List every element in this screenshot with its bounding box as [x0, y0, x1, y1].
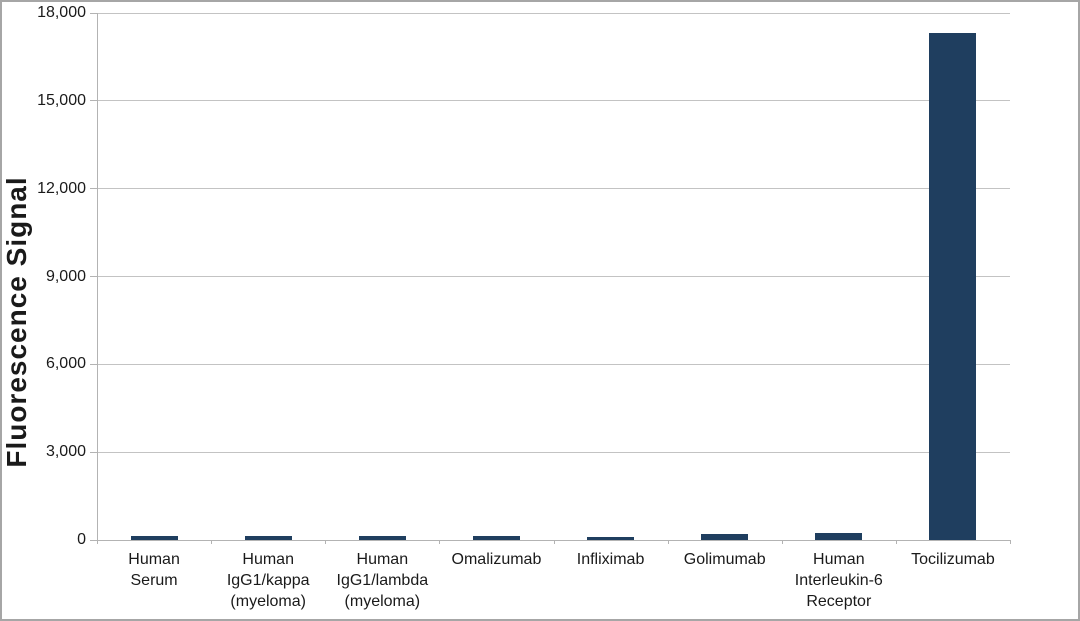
- y-tick-label: 12,000: [37, 179, 86, 197]
- x-category-label: Omalizumab: [451, 551, 542, 568]
- y-tick-label: 9,000: [45, 267, 86, 285]
- y-tick-mark: [90, 12, 97, 14]
- x-tick-mark: [325, 540, 327, 544]
- bar-1: [130, 536, 178, 540]
- x-tick-mark: [895, 540, 897, 544]
- bar-7: [815, 532, 863, 540]
- x-tick-mark: [97, 540, 98, 544]
- y-tick-label: 6,000: [45, 355, 86, 373]
- x-tick-mark: [1010, 540, 1011, 544]
- y-tick-label: 18,000: [37, 4, 86, 21]
- bar-8: [929, 33, 977, 540]
- x-category-label: Human IgG1/lambda (myeloma): [336, 551, 429, 610]
- y-tick-mark: [90, 276, 97, 277]
- gridline-6000: [97, 363, 1010, 365]
- bar-5: [587, 536, 635, 540]
- gridline-15000: [97, 100, 1010, 102]
- x-category-label: Golimumab: [683, 551, 766, 568]
- x-category-label: Human Serum: [128, 551, 180, 589]
- y-tick-mark: [90, 188, 97, 190]
- y-tick-label: 15,000: [37, 91, 86, 109]
- bar-6: [701, 533, 749, 540]
- bar-4: [472, 536, 520, 540]
- x-tick-mark: [211, 540, 213, 544]
- gridline-18000: [97, 12, 1010, 14]
- x-category-label: Tocilizumab: [911, 551, 995, 568]
- gridline-3000: [97, 451, 1010, 453]
- x-category-label: Infliximab: [576, 551, 645, 568]
- x-tick-mark: [781, 540, 783, 544]
- y-tick-label: 0: [77, 531, 86, 548]
- y-tick-mark: [90, 539, 97, 541]
- y-axis-title: Fluorescence Signal: [1, 176, 32, 468]
- x-category-label: Human IgG1/kappa (myeloma): [226, 551, 310, 610]
- bar-3: [358, 536, 406, 540]
- bar-2: [244, 535, 292, 540]
- x-tick-mark: [667, 540, 669, 544]
- y-tick-mark: [90, 451, 97, 453]
- gridline-9000: [97, 276, 1010, 277]
- y-tick-label: 3,000: [45, 443, 86, 461]
- y-tick-mark: [90, 363, 97, 365]
- x-tick-mark: [553, 540, 555, 544]
- y-axis-line: [97, 13, 98, 540]
- gridline-12000: [97, 188, 1010, 190]
- x-tick-mark: [439, 540, 441, 544]
- x-category-label: Human Interleukin-6 Receptor: [794, 551, 883, 610]
- y-tick-mark: [90, 100, 97, 102]
